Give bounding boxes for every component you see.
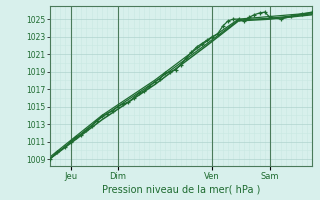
X-axis label: Pression niveau de la mer( hPa ): Pression niveau de la mer( hPa ) <box>102 185 260 195</box>
